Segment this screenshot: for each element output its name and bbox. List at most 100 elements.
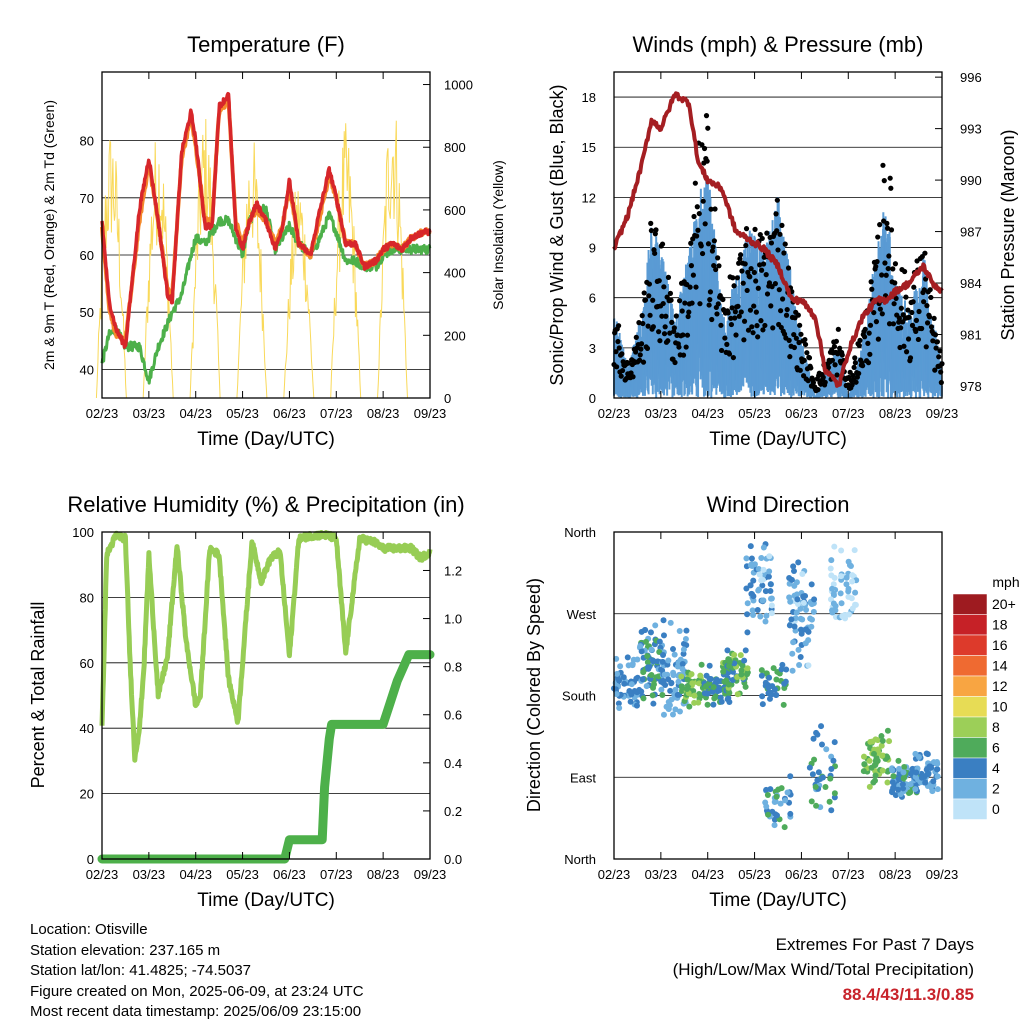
y2-tick-label: 0 <box>444 391 451 406</box>
direction-point <box>915 754 922 761</box>
gust-point <box>802 341 809 348</box>
gust-point <box>748 265 754 272</box>
direction-point <box>808 623 815 630</box>
gust-point <box>791 344 798 351</box>
direction-point <box>667 687 674 694</box>
gust-point <box>909 322 916 328</box>
gust-point <box>924 320 931 326</box>
gust-point <box>693 284 699 290</box>
direction-point <box>744 600 751 607</box>
gust-point <box>801 357 807 363</box>
direction-point <box>630 656 637 663</box>
gust-point <box>736 260 742 266</box>
gust-point <box>886 253 892 259</box>
legend-label: 20+ <box>992 596 1016 612</box>
direction-point <box>659 691 666 698</box>
gust-point <box>937 348 943 354</box>
y-axis-label: Direction (Colored By Speed) <box>524 578 544 812</box>
gust-point <box>656 329 662 335</box>
gust-point <box>783 312 790 318</box>
direction-point <box>861 753 868 760</box>
y-tick-label: East <box>570 770 596 785</box>
direction-point <box>633 675 640 682</box>
direction-point <box>759 582 766 589</box>
direction-point <box>837 590 844 597</box>
direction-point <box>698 661 705 668</box>
gust-point <box>793 335 799 341</box>
gust-point <box>931 315 937 321</box>
created-text: Figure created on Mon, 2025-06-09, at 23… <box>30 982 364 1000</box>
direction-point <box>867 738 874 745</box>
direction-point <box>818 723 825 730</box>
gust-point <box>710 244 716 250</box>
gust-point <box>659 241 666 247</box>
direction-point <box>755 586 762 593</box>
direction-point <box>734 691 741 698</box>
direction-point <box>913 769 920 776</box>
gust-point <box>778 308 784 314</box>
location-text: Location: Otisville <box>30 921 148 938</box>
direction-point <box>787 810 794 817</box>
direction-point <box>628 681 635 688</box>
gust-point <box>774 197 780 203</box>
direction-point <box>827 596 834 603</box>
direction-point <box>811 596 818 603</box>
humidity-chart: 0 20 40 60 80 100 0.0 0.2 0.4 0.6 0.8 1.0 1.2 02/23 03… <box>28 492 465 911</box>
direction-point <box>803 606 810 613</box>
x-tick-label: 06/23 <box>273 867 306 882</box>
direction-point <box>617 663 624 670</box>
gust-point <box>887 175 893 181</box>
extremes-box: Extremes For Past 7 Days (High/Low/Max W… <box>673 932 974 1007</box>
gust-point <box>898 305 904 311</box>
x-axis-label: Time (Day/UTC) <box>197 429 335 450</box>
direction-point <box>808 798 815 805</box>
y2-tick-label: 600 <box>444 203 466 218</box>
direction-point <box>795 559 802 566</box>
gust-point <box>739 268 745 274</box>
gust-point <box>706 302 712 308</box>
gust-point <box>718 322 724 328</box>
direction-point <box>684 676 691 683</box>
gust-point <box>737 256 743 262</box>
direction-point <box>838 600 845 607</box>
temp-2m-series <box>100 91 432 349</box>
direction-point <box>773 793 780 800</box>
gust-point <box>772 281 778 287</box>
direction-point <box>760 566 767 573</box>
direction-point <box>737 652 744 659</box>
direction-point <box>815 769 822 776</box>
direction-point <box>852 589 859 596</box>
x-tick-label: 04/23 <box>179 867 212 882</box>
gust-point <box>915 336 921 343</box>
direction-point <box>802 626 809 633</box>
gust-point <box>759 235 765 242</box>
direction-point <box>741 657 748 664</box>
direction-point <box>879 737 886 744</box>
direction-point <box>621 680 628 687</box>
gust-point <box>815 387 821 393</box>
legend-swatch <box>952 716 988 738</box>
gust-point <box>741 337 747 343</box>
direction-point <box>743 555 750 562</box>
direction-point <box>726 657 733 664</box>
direction-point <box>721 678 728 685</box>
gust-point <box>758 318 764 324</box>
gust-point <box>882 260 888 266</box>
gust-point <box>703 113 710 119</box>
direction-point <box>929 788 936 795</box>
gust-point <box>637 352 643 358</box>
y-tick-label: North <box>564 525 596 540</box>
gust-point <box>802 336 808 343</box>
direction-point <box>763 612 770 619</box>
direction-point <box>771 799 778 806</box>
elevation-text: Station elevation: 237.165 m <box>30 941 221 959</box>
direction-point <box>845 585 852 592</box>
direction-point <box>773 676 780 683</box>
direction-point <box>766 553 773 560</box>
direction-point <box>866 783 873 790</box>
gust-point <box>782 241 788 247</box>
direction-point <box>748 555 755 562</box>
gust-point <box>722 335 728 341</box>
direction-point <box>620 674 627 681</box>
direction-point <box>808 601 815 608</box>
